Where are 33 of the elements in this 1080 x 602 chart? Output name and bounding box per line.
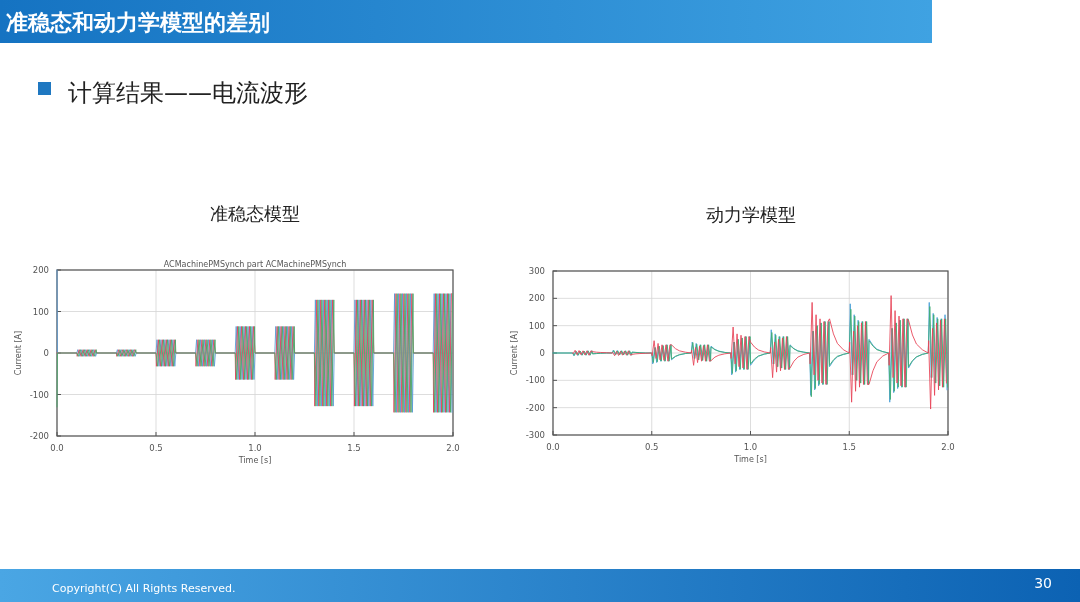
y-tick-label: 0: [539, 348, 545, 358]
y-tick-label: 200: [528, 293, 545, 304]
y-tick-label: -200: [525, 402, 545, 413]
y-axis-title: Current [A]: [14, 330, 23, 376]
y-tick-label: 300: [528, 266, 545, 276]
chart-title: 动力学模型: [705, 204, 796, 225]
y-tick-label: 100: [32, 306, 49, 317]
x-tick-label: 0.5: [644, 442, 659, 452]
y-tick-label: -100: [525, 375, 545, 386]
x-tick-label: 1.5: [347, 443, 361, 453]
x-tick-label: 0.5: [149, 443, 163, 453]
y-tick-label: -100: [29, 389, 49, 400]
x-axis-title: Time [s]: [733, 455, 767, 464]
y-tick-label: -200: [29, 431, 49, 441]
text: 准稳态和动力学模型的差别: [6, 10, 270, 35]
y-tick-label: -300: [525, 430, 545, 440]
text: Copyright(C) All Rights Reserved.: [52, 582, 236, 595]
text: 计算结果——电流波形: [68, 79, 308, 107]
y-tick-label: 200: [32, 265, 49, 275]
x-tick-label: 1.5: [842, 442, 857, 452]
y-axis-title: Current [A]: [510, 330, 519, 376]
x-tick-label: 2.0: [446, 443, 460, 453]
chart-subtitle: ACMachinePMSynch part ACMachinePMSynch: [163, 260, 347, 269]
y-tick-label: 100: [528, 320, 545, 331]
x-tick-label: 1.0: [743, 442, 758, 452]
text: 30: [1034, 575, 1052, 591]
x-tick-label: 2.0: [941, 442, 955, 452]
x-axis-title: Time [s]: [237, 456, 272, 465]
x-tick-label: 1.0: [248, 443, 262, 453]
chart-title: 准稳态模型: [210, 203, 300, 224]
x-tick-label: 0.0: [50, 443, 64, 453]
y-tick-label: 0: [43, 348, 49, 358]
x-tick-label: 0.0: [546, 442, 560, 452]
